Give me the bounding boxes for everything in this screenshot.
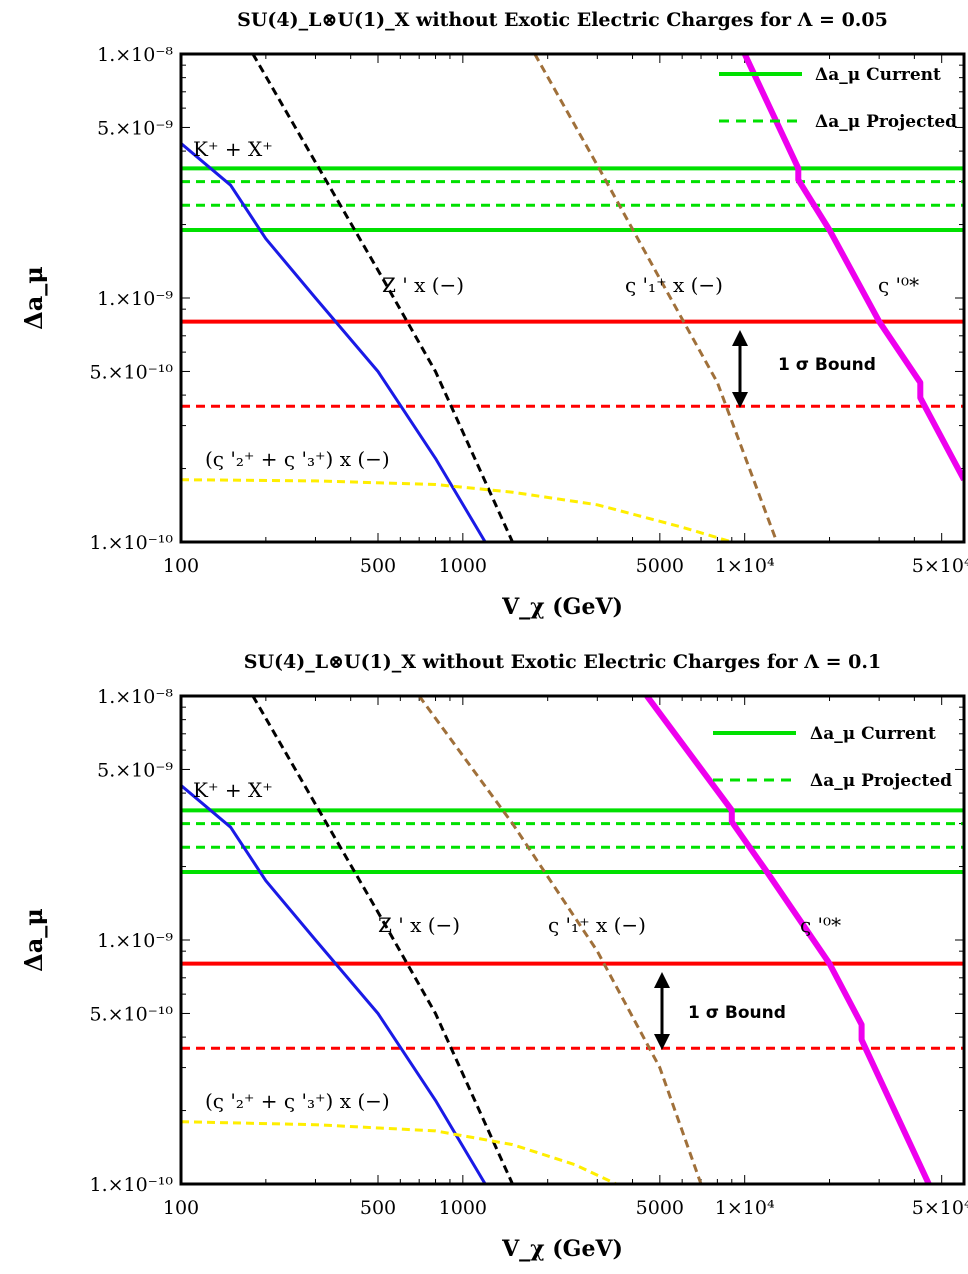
x-axis-label: V_χ (GeV) bbox=[501, 1236, 623, 1262]
series-group bbox=[181, 54, 964, 542]
bound-label: 1 σ Bound bbox=[778, 355, 876, 375]
chart-panel-1: SU(4)_L⊗U(1)_X without Exotic Electric C… bbox=[19, 9, 968, 620]
series-line bbox=[181, 478, 733, 542]
chart-panel-2: SU(4)_L⊗U(1)_X without Exotic Electric C… bbox=[19, 651, 968, 1262]
series-annotation: (ς '₂⁺ + ς '₃⁺) x (−) bbox=[205, 1089, 390, 1113]
series-annotation: (ς '₂⁺ + ς '₃⁺) x (−) bbox=[205, 447, 390, 471]
x-tick-label: 5×10⁴ bbox=[912, 1197, 968, 1219]
plot-frame bbox=[179, 52, 966, 544]
y-tick-label: 1.×10⁻⁸ bbox=[97, 44, 173, 66]
series-annotation: ς '⁰* bbox=[878, 273, 919, 297]
arrow-down-icon bbox=[654, 1034, 670, 1050]
series-line bbox=[741, 54, 964, 482]
y-tick-label: 1.×10⁻⁸ bbox=[97, 686, 173, 708]
y-tick-label: 1.×10⁻⁹ bbox=[97, 930, 173, 952]
x-tick-label: 5000 bbox=[636, 555, 684, 577]
series-group bbox=[181, 696, 932, 1184]
series-line bbox=[644, 696, 932, 1184]
x-tick-label: 1000 bbox=[439, 555, 487, 577]
arrow-up-icon bbox=[732, 330, 748, 346]
bound-label: 1 σ Bound bbox=[688, 1003, 786, 1023]
legend-entry: Δa_μ Current bbox=[810, 724, 936, 744]
series-line bbox=[181, 142, 487, 542]
series-annotation: ς '₁⁺ x (−) bbox=[625, 273, 723, 297]
x-tick-label: 100 bbox=[163, 555, 199, 577]
plot-frame bbox=[179, 694, 966, 1186]
series-annotation: ς '₁⁺ x (−) bbox=[548, 913, 646, 937]
y-tick-label: 5.×10⁻⁹ bbox=[97, 117, 173, 139]
series-line bbox=[417, 696, 703, 1184]
y-tick-label: 5.×10⁻⁹ bbox=[97, 759, 173, 781]
x-tick-label: 500 bbox=[360, 555, 396, 577]
x-tick-label: 100 bbox=[163, 1197, 199, 1219]
y-tick-label: 1.×10⁻¹⁰ bbox=[90, 1174, 174, 1196]
series-line bbox=[251, 54, 514, 542]
x-tick-label: 1×10⁴ bbox=[715, 1197, 775, 1219]
x-tick-label: 1×10⁴ bbox=[715, 555, 775, 577]
legend-entry: Δa_μ Projected bbox=[815, 112, 957, 132]
series-annotation: Z ' x (−) bbox=[378, 913, 460, 937]
series-line bbox=[181, 1120, 617, 1184]
x-axis-label: V_χ (GeV) bbox=[501, 594, 623, 620]
series-line bbox=[251, 696, 514, 1184]
series-line bbox=[181, 784, 487, 1184]
x-tick-label: 500 bbox=[360, 1197, 396, 1219]
y-axis-label: Δa_μ bbox=[19, 266, 48, 330]
series-line bbox=[533, 54, 779, 542]
x-tick-label: 5×10⁴ bbox=[912, 555, 968, 577]
y-tick-label: 5.×10⁻¹⁰ bbox=[90, 361, 174, 383]
legend-entry: Δa_μ Projected bbox=[810, 771, 952, 791]
series-annotation: ς '⁰* bbox=[800, 913, 841, 937]
y-tick-label: 1.×10⁻¹⁰ bbox=[90, 532, 174, 554]
x-tick-label: 1000 bbox=[439, 1197, 487, 1219]
y-axis-label: Δa_μ bbox=[19, 908, 48, 972]
arrow-down-icon bbox=[732, 392, 748, 408]
arrow-up-icon bbox=[654, 972, 670, 988]
series-annotation: Z ' x (−) bbox=[382, 273, 464, 297]
chart-title: SU(4)_L⊗U(1)_X without Exotic Electric C… bbox=[244, 651, 882, 673]
series-annotation: K⁺ + X⁺ bbox=[193, 137, 273, 161]
legend-entry: Δa_μ Current bbox=[815, 65, 941, 85]
y-tick-label: 1.×10⁻⁹ bbox=[97, 288, 173, 310]
y-tick-label: 5.×10⁻¹⁰ bbox=[90, 1003, 174, 1025]
chart-title: SU(4)_L⊗U(1)_X without Exotic Electric C… bbox=[237, 9, 888, 31]
x-tick-label: 5000 bbox=[636, 1197, 684, 1219]
series-annotation: K⁺ + X⁺ bbox=[193, 778, 273, 802]
